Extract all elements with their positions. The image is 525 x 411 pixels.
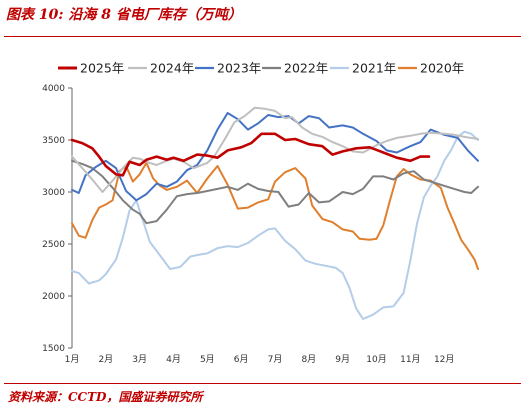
x-tick-label: 11月: [400, 354, 420, 365]
series-line-2025: [70, 132, 431, 177]
y-tick-label: 4000: [42, 84, 65, 94]
source-note: 资料来源：CCTD，国盛证券研究所: [8, 390, 203, 404]
legend-label-2025: 2025年: [80, 61, 124, 76]
x-tick-label: 2月: [98, 354, 113, 365]
legend-label-2021: 2021年: [352, 61, 396, 76]
series-line-2021: [71, 130, 479, 320]
y-tick-label: 3000: [42, 188, 65, 198]
series-line-2023: [71, 112, 479, 202]
x-tick-label: 4月: [166, 354, 181, 365]
x-tick-label: 7月: [268, 354, 283, 365]
y-tick-label: 2000: [42, 292, 65, 302]
legend-label-2020: 2020年: [420, 61, 464, 76]
y-tick-label: 3500: [42, 136, 65, 146]
x-tick-label: 12月: [434, 354, 454, 365]
source-divider: [4, 383, 521, 384]
x-tick-label: 3月: [132, 354, 147, 365]
y-tick-label: 2500: [42, 240, 65, 250]
figure-title: 图表 10: 沿海 8 省电厂库存（万吨）: [6, 7, 242, 23]
series-line-2024: [71, 106, 479, 193]
x-tick-label: 8月: [301, 354, 316, 365]
x-tick-label: 6月: [234, 354, 249, 365]
series-line-2020: [71, 161, 479, 270]
legend-label-2022: 2022年: [284, 61, 328, 76]
x-tick-label: 9月: [335, 354, 350, 365]
y-tick-label: 1500: [42, 344, 65, 354]
chart-series: [70, 106, 479, 320]
title-divider: [4, 36, 521, 37]
x-tick-label: 1月: [65, 354, 80, 365]
x-tick-label: 5月: [200, 354, 215, 365]
legend-label-2023: 2023年: [217, 61, 261, 76]
legend-label-2024: 2024年: [150, 61, 194, 76]
x-tick-label: 10月: [366, 354, 386, 365]
chart-legend: 2025年 2024年 2023年 2022年 2021年 2020年: [58, 61, 464, 76]
series-line-2022: [71, 159, 479, 225]
